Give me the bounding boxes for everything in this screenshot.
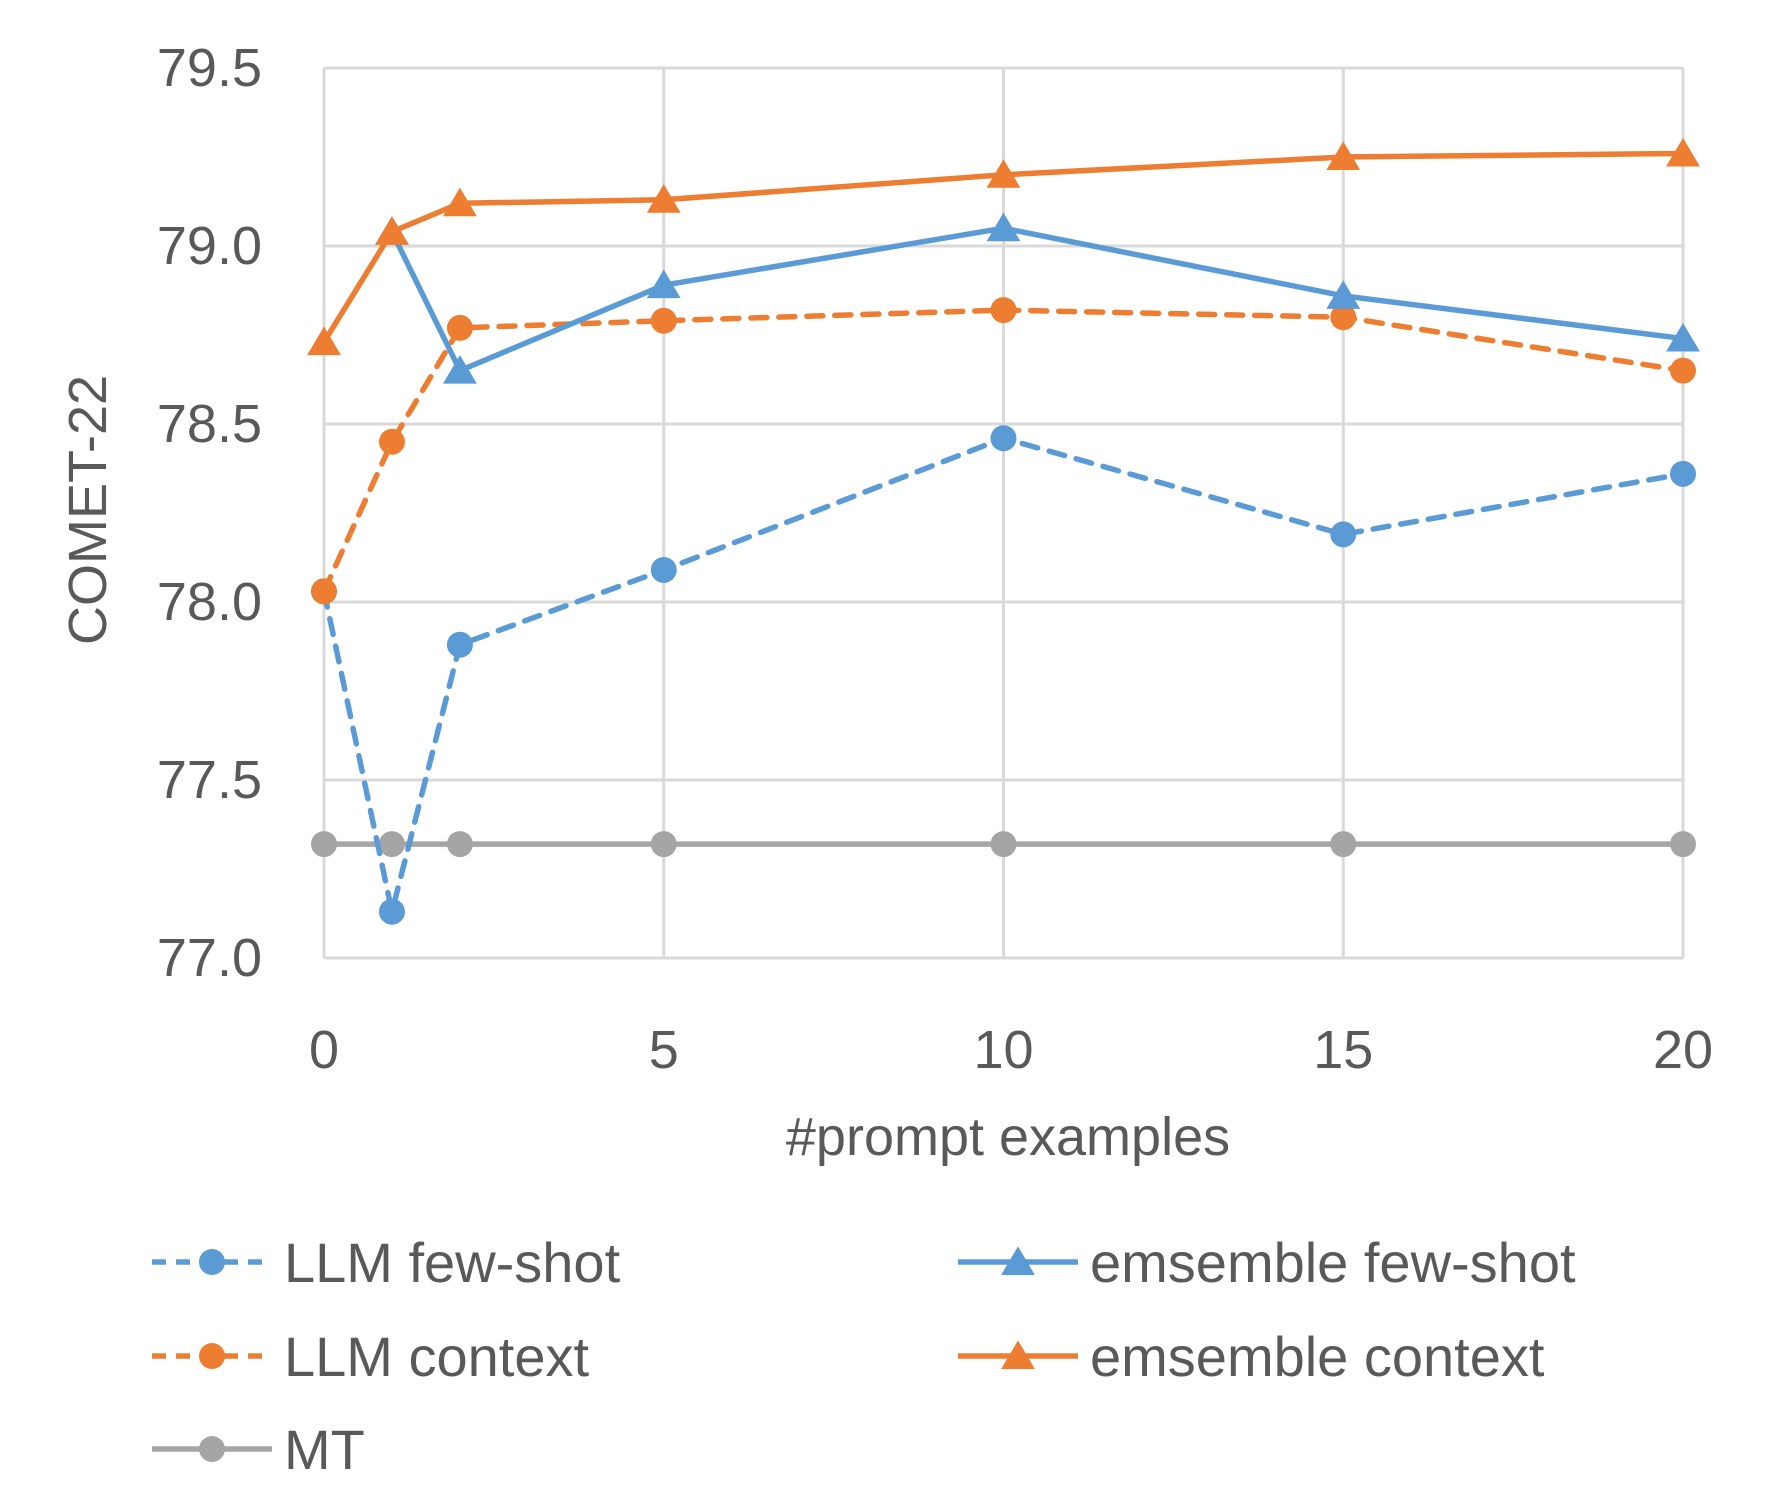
legend-label: emsemble context xyxy=(1090,1325,1545,1388)
data-point xyxy=(378,898,405,925)
data-point xyxy=(446,314,473,341)
y-tick-label: 79.0 xyxy=(157,216,262,276)
legend-item: LLM context xyxy=(152,1325,589,1388)
data-point xyxy=(990,297,1017,324)
data-point xyxy=(650,831,677,858)
y-tick-label: 77.5 xyxy=(157,750,262,810)
legend-label: MT xyxy=(284,1418,365,1481)
series-mt xyxy=(311,831,1696,858)
data-point-triangle xyxy=(1666,137,1700,167)
x-tick-label: 10 xyxy=(973,1020,1033,1080)
data-point xyxy=(650,307,677,334)
x-axis-title: #prompt examples xyxy=(786,1107,1230,1167)
legend-item: MT xyxy=(152,1418,365,1481)
legend-label: LLM context xyxy=(284,1325,589,1388)
legend-item: emsemble context xyxy=(958,1325,1545,1388)
data-point xyxy=(199,1343,225,1369)
data-point xyxy=(378,831,405,858)
data-point xyxy=(1670,357,1696,384)
y-tick-label: 79.5 xyxy=(157,38,262,98)
legend-label: emsemble few-shot xyxy=(1090,1231,1576,1294)
legend-label: LLM few-shot xyxy=(284,1231,621,1294)
data-point xyxy=(990,425,1017,452)
x-tick-label: 20 xyxy=(1653,1020,1713,1080)
data-point-triangle xyxy=(375,216,409,245)
data-point-triangle xyxy=(1326,280,1361,309)
data-point-triangle xyxy=(1326,141,1361,170)
data-point-triangle xyxy=(986,212,1021,242)
data-point-triangle xyxy=(1666,322,1700,352)
data-point xyxy=(199,1249,225,1275)
series-group xyxy=(307,137,1700,925)
data-point xyxy=(311,578,337,605)
data-point xyxy=(378,428,405,455)
data-point xyxy=(446,631,473,658)
data-point-triangle xyxy=(443,355,477,384)
series-llm-context xyxy=(311,297,1696,605)
data-point xyxy=(311,831,337,858)
series-line xyxy=(389,225,1686,374)
data-point-triangle xyxy=(646,184,681,213)
legend-item: emsemble few-shot xyxy=(958,1231,1576,1294)
data-point-triangle xyxy=(1001,1246,1035,1275)
data-point xyxy=(650,556,677,583)
y-tick-label: 78.5 xyxy=(157,394,262,454)
x-tick-labels: 0 5 10 15 20 xyxy=(309,1020,1713,1080)
series-emsemble-context xyxy=(307,137,1700,356)
data-point xyxy=(1670,831,1696,858)
legend-item: LLM few-shot xyxy=(152,1231,621,1294)
data-point xyxy=(199,1436,225,1462)
data-point xyxy=(1330,521,1357,548)
data-point-triangle xyxy=(986,159,1021,188)
x-tick-label: 5 xyxy=(649,1020,679,1080)
y-tick-label: 77.0 xyxy=(157,928,262,988)
data-point-triangle xyxy=(443,187,477,217)
x-tick-label: 15 xyxy=(1313,1020,1373,1080)
y-tick-label: 78.0 xyxy=(157,572,262,632)
data-point xyxy=(1330,831,1357,858)
data-point xyxy=(1330,304,1357,331)
data-point-triangle xyxy=(1001,1340,1035,1369)
data-point xyxy=(446,831,473,858)
y-axis-title: COMET-22 xyxy=(58,375,118,645)
data-point-triangle xyxy=(307,326,341,356)
grid-lines xyxy=(322,66,1685,960)
data-point xyxy=(1670,460,1696,487)
data-point-triangle xyxy=(646,269,681,299)
data-point xyxy=(990,831,1017,858)
series-emsemble-few-shot xyxy=(375,212,1700,384)
legend: LLM few-shot emsemble few-shot LLM context… xyxy=(152,1231,1576,1481)
y-tick-labels: 77.0 77.5 78.0 78.5 79.0 79.5 xyxy=(157,38,262,988)
x-tick-label: 0 xyxy=(309,1020,339,1080)
